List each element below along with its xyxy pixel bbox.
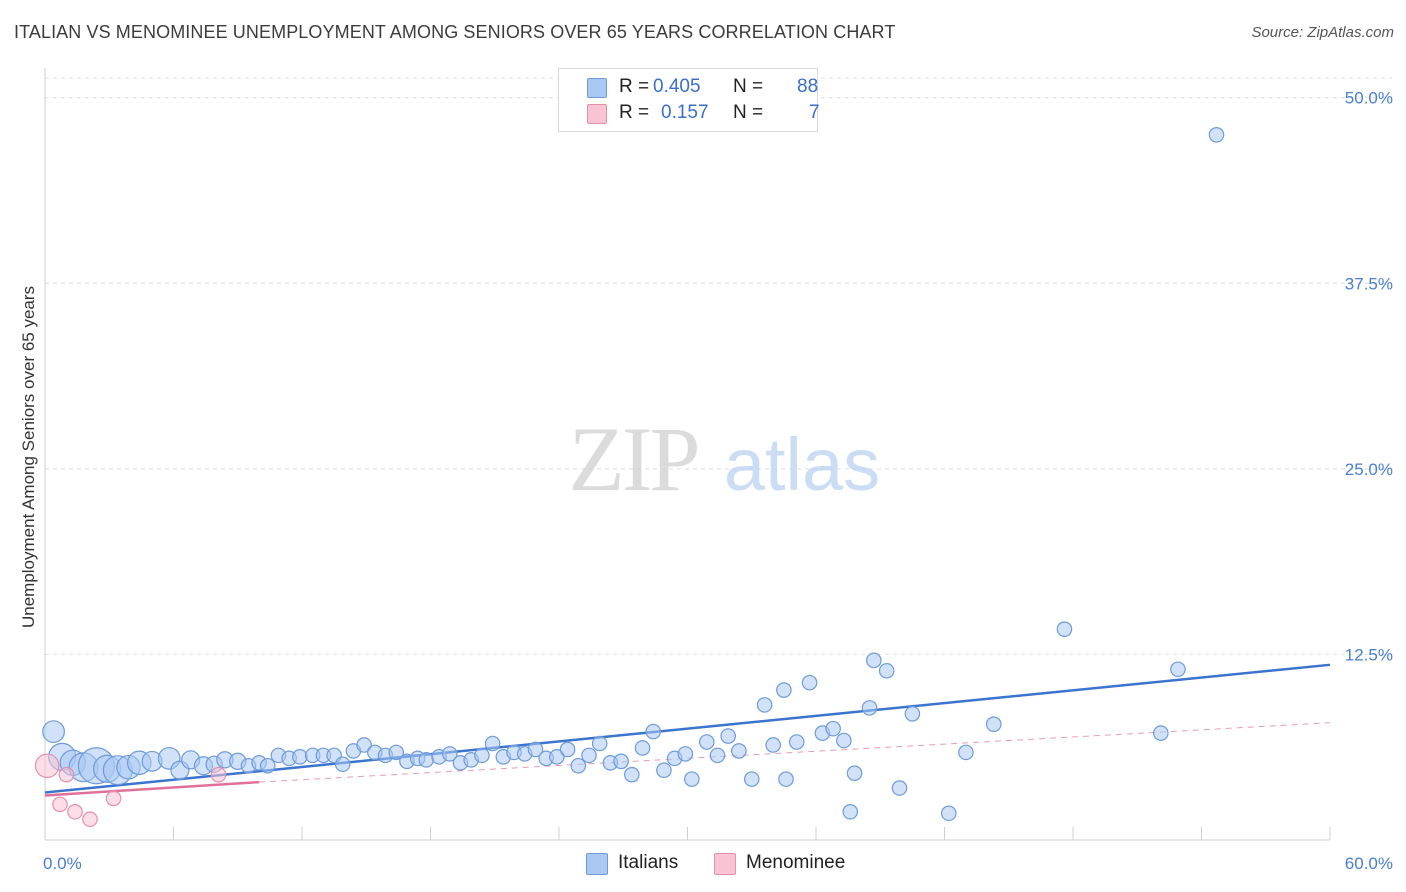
italians-point (1170, 661, 1186, 678)
italians-point (788, 734, 805, 750)
gridlines (45, 77, 1392, 655)
y-tick-label: 25.0% (1345, 460, 1393, 479)
italians-point (878, 662, 895, 679)
menominee-point (82, 811, 98, 828)
italians-point (581, 747, 597, 764)
legend-swatch-italians (587, 78, 607, 98)
chart-title: ITALIAN VS MENOMINEE UNEMPLOYMENT AMONG … (14, 22, 896, 42)
italians-point (720, 728, 736, 744)
italians-point (1153, 725, 1169, 741)
legend-n-label: N = (733, 76, 764, 97)
legend-swatch-italians (586, 853, 608, 875)
italians-point (474, 747, 490, 764)
italians-point (570, 757, 587, 774)
axes (44, 68, 1331, 841)
italians-point (842, 803, 859, 820)
italians-point (836, 732, 852, 749)
italians-point (1208, 127, 1225, 143)
italians-point (709, 747, 726, 764)
legend-n-value: 88 (797, 76, 819, 97)
italians-trend-line (44, 663, 1331, 794)
italians-point (743, 771, 760, 787)
watermark-zip: ZIP (569, 408, 698, 510)
italians-point (418, 752, 435, 768)
italians-point (765, 737, 781, 753)
menominee-point (210, 766, 227, 783)
legend-r-value: 0.405 (653, 76, 701, 97)
italians-point (624, 766, 640, 783)
data-points (34, 127, 1225, 828)
italians-point (356, 737, 372, 753)
correlation-legend: R = 0.405 N = 88 R = 0.157 N = 7 (558, 68, 820, 132)
italians-point (677, 746, 694, 762)
italians-point (891, 780, 908, 796)
menominee-trend-extension (259, 722, 1331, 783)
italians-point (756, 697, 773, 713)
italians-point (441, 746, 458, 762)
italians-point (559, 741, 576, 758)
legend-swatch-menominee (714, 853, 736, 875)
y-tick-label: 12.5% (1345, 645, 1393, 664)
y-tick-label: 37.5% (1345, 274, 1393, 293)
italians-point (698, 734, 715, 750)
italians-point (861, 700, 878, 716)
menominee-point (67, 803, 83, 820)
italians-point (778, 771, 794, 787)
italians-point (683, 771, 700, 787)
trend-lines (44, 663, 1331, 797)
italians-point (388, 744, 405, 761)
italians-point (825, 720, 841, 737)
source-label: Source: ZipAtlas.com (1251, 24, 1394, 41)
italians-point (904, 706, 921, 722)
legend-label-menominee: Menominee (746, 852, 846, 873)
italians-point (1056, 621, 1073, 637)
italians-point (645, 723, 662, 740)
italians-point (985, 716, 1002, 732)
y-tick-label: 50.0% (1345, 89, 1393, 108)
italians-point (484, 735, 501, 752)
italians-point (42, 720, 65, 744)
legend-n-label: N = (733, 102, 764, 123)
italians-point (958, 744, 974, 761)
italians-point (940, 805, 957, 822)
y-axis-label: Unemployment Among Seniors over 65 years (19, 286, 38, 628)
legend-r-label: R = (619, 102, 650, 123)
italians-point (776, 682, 792, 698)
italians-point (591, 735, 608, 752)
legend-r-label: R = (619, 76, 650, 97)
italians-point (656, 762, 672, 779)
watermark: ZIP atlas (569, 408, 881, 510)
menominee-trend-line (44, 780, 260, 797)
italians-point (866, 652, 882, 669)
italians-point (846, 765, 863, 781)
tick-labels: 12.5% 25.0% 37.5% 50.0% 0.0% 60.0% (43, 89, 1393, 873)
italians-point (259, 757, 276, 774)
menominee-point (58, 766, 75, 783)
legend-n-value: 7 (809, 102, 820, 123)
italians-point (634, 740, 651, 756)
italians-point (334, 756, 351, 773)
menominee-point (52, 796, 68, 813)
menominee-point (34, 753, 60, 779)
x-tick-label: 60.0% (1345, 854, 1393, 873)
legend-label-italians: Italians (618, 852, 679, 873)
italians-point (527, 741, 544, 758)
watermark-atlas: atlas (724, 423, 880, 506)
legend-swatch-menominee (587, 104, 607, 124)
legend-r-value: 0.157 (661, 102, 709, 123)
italians-point (613, 753, 629, 770)
italians-point (549, 749, 565, 765)
italians-point (731, 743, 747, 759)
italians-point (292, 749, 308, 765)
menominee-point (105, 790, 122, 807)
italians-point (801, 674, 818, 691)
x-tick-label: 0.0% (43, 854, 82, 873)
